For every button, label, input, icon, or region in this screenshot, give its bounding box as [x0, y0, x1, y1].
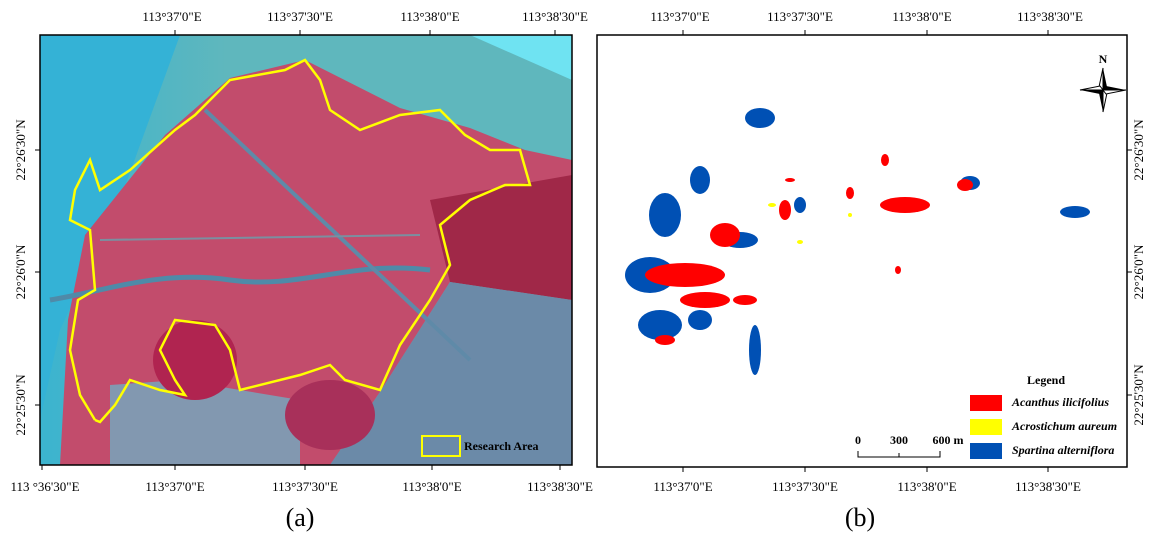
- bottom-label: 113°38'0"E: [897, 479, 956, 494]
- figure: Research Area: [0, 0, 1153, 536]
- top-label: 113°37'30"E: [267, 9, 333, 24]
- caption: (a): [286, 503, 315, 532]
- bottom-label: 113°37'30"E: [272, 479, 338, 494]
- bottom-label: 113°38'30"E: [1015, 479, 1081, 494]
- scale-label: 300: [890, 433, 908, 447]
- top-label: 113°38'30"E: [522, 9, 588, 24]
- legend-label: Acanthus ilicifolius: [1011, 395, 1109, 409]
- legend: Acanthus ilicifolius Acrostichum aureum Sp…: [970, 395, 1117, 459]
- scale-label: 0: [855, 433, 861, 447]
- legend-title: Legend: [1027, 373, 1065, 387]
- top-label: 113°38'30"E: [1017, 9, 1083, 24]
- legend-swatch: [970, 443, 1002, 459]
- bottom-label: 113°38'0"E: [402, 479, 461, 494]
- bottom-label: 113°38'30"E: [527, 479, 593, 494]
- bottom-label: 113 °36'30"E: [10, 479, 79, 494]
- legend-label: Spartina alterniflora: [1012, 443, 1114, 457]
- top-label: 113°37'0"E: [650, 9, 709, 24]
- legend-swatch: [970, 395, 1002, 411]
- top-label: 113°38'0"E: [892, 9, 951, 24]
- top-label: 113°37'30"E: [767, 9, 833, 24]
- caption: (b): [845, 503, 875, 532]
- top-label: 113°37'0"E: [142, 9, 201, 24]
- side-label: 22°26'30"N: [1131, 119, 1146, 181]
- side-label: 22°25'30"N: [13, 374, 28, 436]
- legend-label: Acrostichum aureum: [1011, 419, 1117, 433]
- scale-label: 600 m: [933, 433, 964, 447]
- side-label: 22°26'0"N: [1131, 244, 1146, 299]
- top-label: 113°38'0"E: [400, 9, 459, 24]
- side-label: 22°26'0"N: [13, 244, 28, 299]
- bottom-label: 113°37'0"E: [653, 479, 712, 494]
- side-label: 22°26'30"N: [13, 119, 28, 181]
- bottom-label: 113°37'30"E: [772, 479, 838, 494]
- inset-label: Research Area: [464, 439, 539, 453]
- legend-swatch: [970, 419, 1002, 435]
- north-label: N: [1099, 52, 1108, 66]
- bottom-label: 113°37'0"E: [145, 479, 204, 494]
- side-label: 22°25'30"N: [1131, 364, 1146, 426]
- satellite-image: [40, 35, 572, 465]
